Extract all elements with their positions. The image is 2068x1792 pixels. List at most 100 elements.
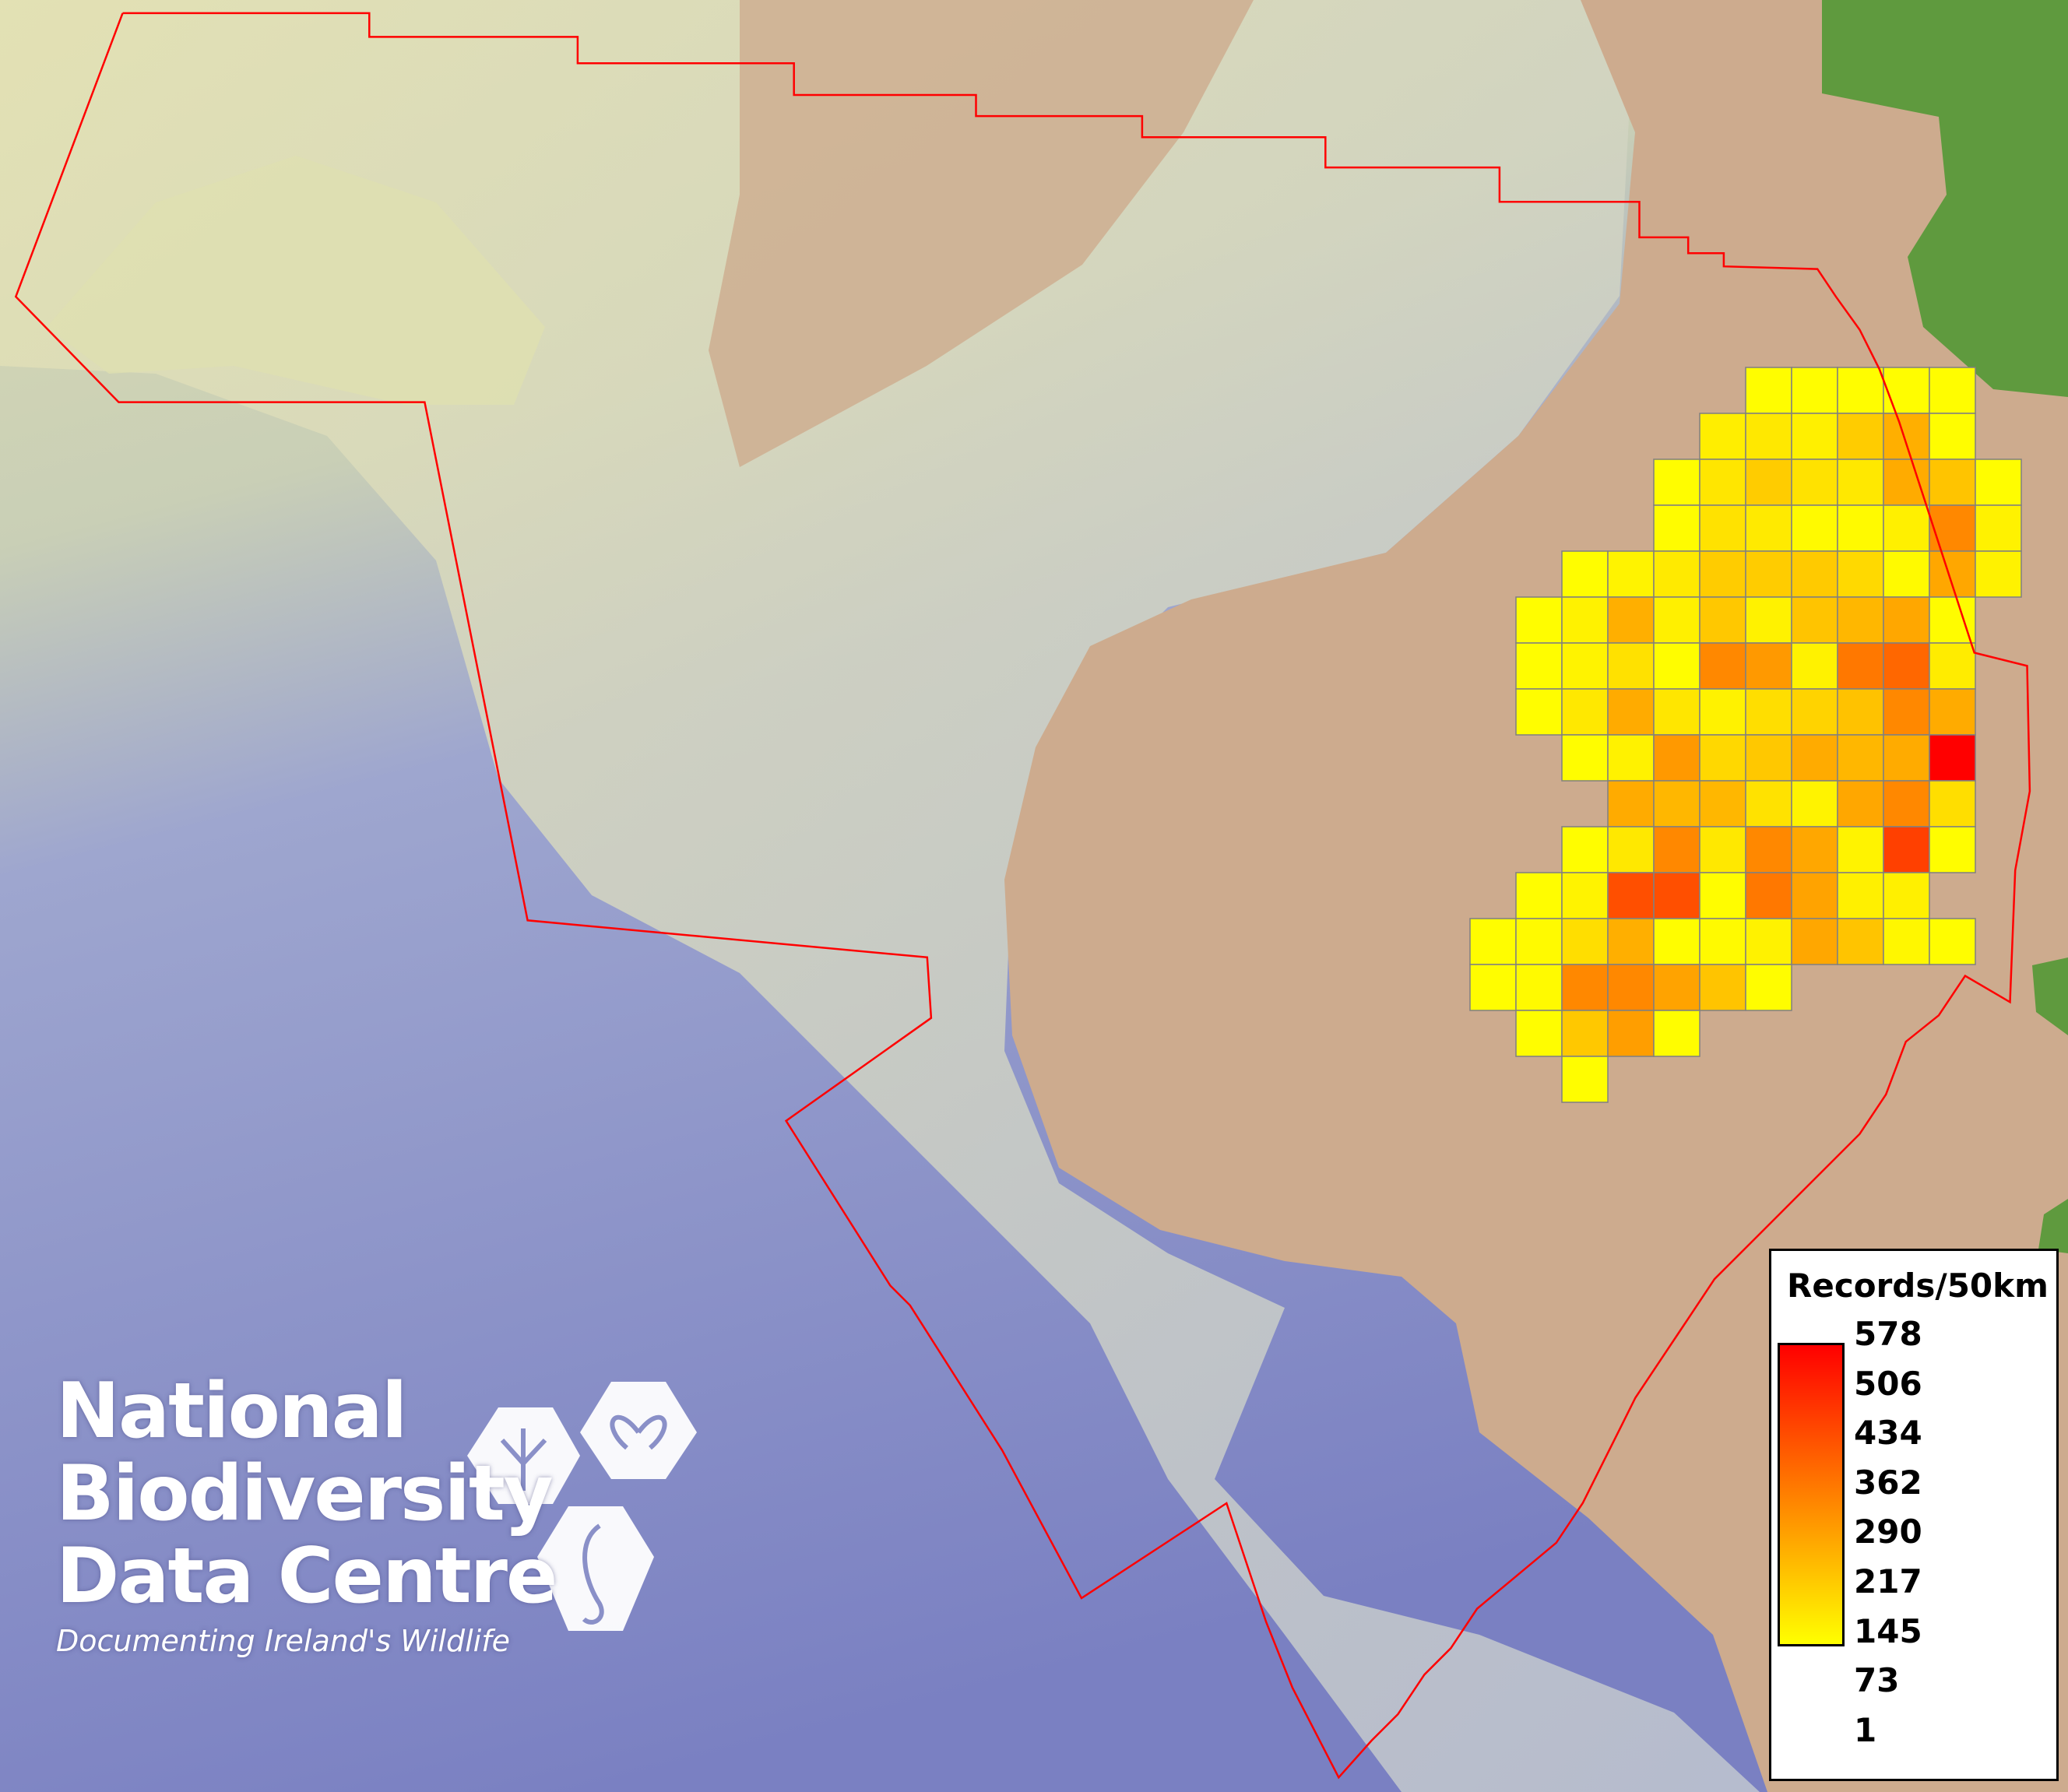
grid-cell[interactable] (1837, 734, 1884, 782)
grid-cell[interactable] (1929, 918, 1976, 965)
grid-cell[interactable] (1745, 826, 1792, 873)
grid-cell[interactable] (1745, 918, 1792, 965)
grid-cell[interactable] (1607, 780, 1655, 827)
grid-cell[interactable] (1653, 780, 1700, 827)
grid-cell[interactable] (1745, 550, 1792, 598)
grid-cell[interactable] (1791, 688, 1838, 736)
grid-cell[interactable] (1837, 642, 1884, 690)
grid-cell[interactable] (1929, 688, 1976, 736)
grid-cell[interactable] (1791, 918, 1838, 965)
grid-cell[interactable] (1653, 459, 1700, 506)
grid-cell[interactable] (1837, 918, 1884, 965)
grid-cell[interactable] (1699, 688, 1746, 736)
grid-cell[interactable] (1469, 964, 1517, 1011)
grid-cell[interactable] (1883, 826, 1930, 873)
grid-cell[interactable] (1607, 596, 1655, 644)
grid-cell[interactable] (1745, 642, 1792, 690)
grid-cell[interactable] (1653, 826, 1700, 873)
grid-cell[interactable] (1929, 780, 1976, 827)
grid-cell[interactable] (1561, 964, 1609, 1011)
grid-cell[interactable] (1791, 504, 1838, 552)
grid-cell[interactable] (1837, 413, 1884, 460)
grid-cell[interactable] (1837, 459, 1884, 506)
grid-cell[interactable] (1561, 1056, 1609, 1103)
grid-cell[interactable] (1837, 504, 1884, 552)
grid-cell[interactable] (1653, 1010, 1700, 1057)
grid-cell[interactable] (1791, 642, 1838, 690)
grid-cell[interactable] (1837, 872, 1884, 919)
grid-cell[interactable] (1791, 550, 1838, 598)
grid-cell[interactable] (1883, 734, 1930, 782)
grid-cell[interactable] (1883, 550, 1930, 598)
grid-cell[interactable] (1561, 918, 1609, 965)
grid-cell[interactable] (1653, 918, 1700, 965)
grid-cell[interactable] (1607, 918, 1655, 965)
grid-cell[interactable] (1929, 550, 1976, 598)
grid-cell[interactable] (1515, 918, 1563, 965)
grid-cell[interactable] (1745, 964, 1792, 1011)
grid-cell[interactable] (1837, 826, 1884, 873)
grid-cell[interactable] (1791, 459, 1838, 506)
grid-cell[interactable] (1515, 872, 1563, 919)
grid-cell[interactable] (1469, 918, 1517, 965)
grid-cell[interactable] (1653, 596, 1700, 644)
grid-cell[interactable] (1607, 1010, 1655, 1057)
grid-cell[interactable] (1653, 964, 1700, 1011)
grid-cell[interactable] (1699, 413, 1746, 460)
grid-cell[interactable] (1837, 367, 1884, 414)
grid-cell[interactable] (1975, 504, 2022, 552)
grid-cell[interactable] (1745, 780, 1792, 827)
grid-cell[interactable] (1699, 459, 1746, 506)
grid-cell[interactable] (1561, 688, 1609, 736)
grid-cell[interactable] (1883, 780, 1930, 827)
grid-cell[interactable] (1653, 734, 1700, 782)
grid-cell[interactable] (1561, 1010, 1609, 1057)
grid-cell[interactable] (1653, 550, 1700, 598)
grid-cell[interactable] (1929, 642, 1976, 690)
grid-cell[interactable] (1745, 734, 1792, 782)
grid-cell[interactable] (1883, 688, 1930, 736)
grid-cell[interactable] (1791, 596, 1838, 644)
grid-cell[interactable] (1883, 504, 1930, 552)
grid-cell[interactable] (1883, 872, 1930, 919)
grid-cell[interactable] (1561, 596, 1609, 644)
grid-cell[interactable] (1699, 642, 1746, 690)
grid-cell[interactable] (1515, 964, 1563, 1011)
grid-cell[interactable] (1929, 504, 1976, 552)
grid-cell[interactable] (1791, 872, 1838, 919)
grid-cell[interactable] (1745, 504, 1792, 552)
grid-cell[interactable] (1837, 780, 1884, 827)
grid-cell[interactable] (1883, 642, 1930, 690)
grid-cell[interactable] (1515, 688, 1563, 736)
grid-cell[interactable] (1791, 734, 1838, 782)
grid-cell[interactable] (1653, 872, 1700, 919)
grid-cell[interactable] (1699, 872, 1746, 919)
grid-cell[interactable] (1929, 826, 1976, 873)
grid-cell[interactable] (1607, 872, 1655, 919)
grid-cell[interactable] (1745, 413, 1792, 460)
grid-cell[interactable] (1929, 459, 1976, 506)
grid-cell[interactable] (1745, 596, 1792, 644)
grid-cell[interactable] (1699, 734, 1746, 782)
grid-cell[interactable] (1745, 459, 1792, 506)
grid-cell[interactable] (1699, 964, 1746, 1011)
grid-cell[interactable] (1975, 459, 2022, 506)
grid-cell[interactable] (1791, 413, 1838, 460)
grid-cell[interactable] (1791, 826, 1838, 873)
grid-cell[interactable] (1883, 413, 1930, 460)
grid-cell[interactable] (1561, 642, 1609, 690)
grid-cell[interactable] (1561, 550, 1609, 598)
grid-cell[interactable] (1607, 642, 1655, 690)
grid-cell[interactable] (1929, 413, 1976, 460)
grid-cell[interactable] (1975, 550, 2022, 598)
grid-cell[interactable] (1699, 826, 1746, 873)
grid-cell[interactable] (1929, 734, 1976, 782)
grid-cell[interactable] (1653, 504, 1700, 552)
grid-cell[interactable] (1607, 826, 1655, 873)
grid-cell[interactable] (1699, 918, 1746, 965)
grid-cell[interactable] (1699, 504, 1746, 552)
grid-cell[interactable] (1837, 596, 1884, 644)
grid-cell[interactable] (1607, 734, 1655, 782)
grid-cell[interactable] (1837, 550, 1884, 598)
